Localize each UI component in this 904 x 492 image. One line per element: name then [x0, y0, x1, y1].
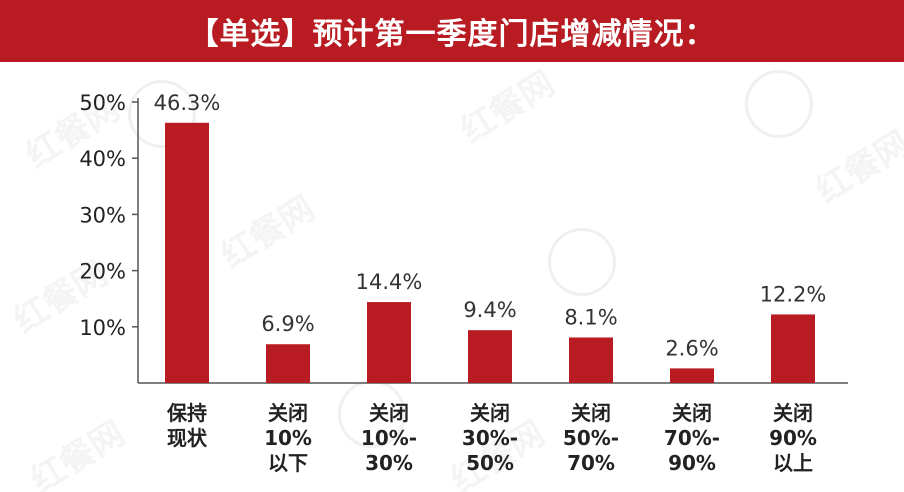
category-label: 现状: [167, 426, 208, 450]
bar: [266, 344, 310, 383]
category-label: 关闭: [369, 401, 409, 425]
category-label: 以上: [773, 451, 813, 475]
y-tick-label: 50%: [79, 91, 126, 115]
category-label: 以下: [268, 451, 308, 475]
category-label: 70%-: [664, 426, 720, 450]
category-labels: 保持现状关闭10%以下关闭10%-30%关闭30%-50%关闭50%-70%关闭…: [166, 401, 817, 475]
y-tick-label: 10%: [79, 316, 126, 340]
category-label: 70%: [567, 451, 615, 475]
bars: [165, 122, 815, 383]
category-label: 30%-: [462, 426, 518, 450]
bar: [367, 302, 411, 383]
y-tick-label: 40%: [79, 147, 126, 171]
category-label: 关闭: [470, 401, 510, 425]
category-label: 50%-: [563, 426, 619, 450]
bar-value-label: 14.4%: [356, 270, 423, 294]
bar: [165, 122, 209, 383]
category-label: 10%: [264, 426, 312, 450]
bar: [771, 314, 815, 383]
category-label: 保持: [166, 401, 207, 425]
bar-value-label: 8.1%: [564, 305, 617, 329]
y-tick-label: 30%: [79, 203, 126, 227]
bar: [670, 368, 714, 383]
bar: [569, 337, 613, 383]
category-label: 关闭: [571, 401, 611, 425]
bar-value-label: 2.6%: [665, 336, 718, 360]
bar-value-label: 9.4%: [463, 298, 516, 322]
bar-value-label: 6.9%: [261, 312, 314, 336]
bar: [468, 330, 512, 383]
chart-title: 【单选】预计第一季度门店增减情况：: [188, 17, 716, 52]
category-label: 关闭: [268, 401, 308, 425]
bar-value-label: 12.2%: [760, 282, 827, 306]
y-tick-label: 20%: [79, 260, 126, 284]
category-label: 30%: [365, 451, 413, 475]
category-label: 关闭: [773, 401, 813, 425]
bar-value-label: 46.3%: [154, 91, 221, 115]
category-label: 90%: [769, 426, 817, 450]
category-label: 关闭: [672, 401, 712, 425]
category-label: 90%: [668, 451, 716, 475]
value-labels: 46.3% 6.9% 14.4% 9.4% 8.1% 2.6% 12.2%: [154, 91, 827, 361]
category-label: 10%-: [361, 426, 417, 450]
category-label: 50%: [466, 451, 514, 475]
title-banner: 【单选】预计第一季度门店增减情况：: [0, 0, 904, 62]
